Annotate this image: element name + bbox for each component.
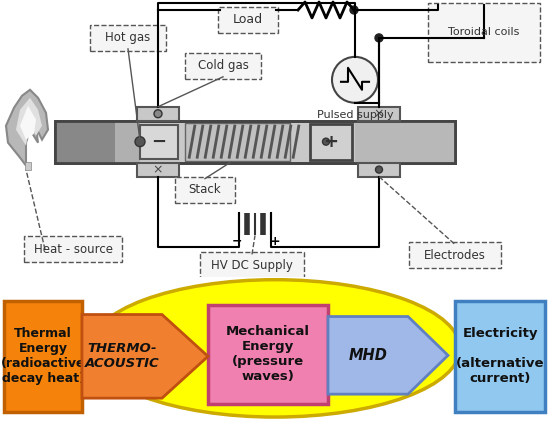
FancyBboxPatch shape [24,237,122,262]
FancyBboxPatch shape [137,107,179,121]
Text: ×: × [374,107,384,120]
FancyBboxPatch shape [25,162,31,169]
Text: Load: Load [233,13,263,27]
FancyBboxPatch shape [200,252,304,278]
Text: Mechanical
Energy
(pressure
waves): Mechanical Energy (pressure waves) [226,326,310,384]
Polygon shape [82,314,208,398]
Text: HV DC Supply: HV DC Supply [211,259,293,272]
FancyBboxPatch shape [409,243,501,268]
Polygon shape [6,90,48,166]
Polygon shape [328,316,448,394]
Text: Electricity

(alternative
current): Electricity (alternative current) [456,327,544,385]
Circle shape [376,166,382,173]
Text: Electrodes: Electrodes [424,249,486,262]
FancyBboxPatch shape [55,121,115,163]
FancyBboxPatch shape [455,301,545,412]
Circle shape [135,137,145,147]
FancyBboxPatch shape [4,301,82,412]
FancyBboxPatch shape [90,25,166,51]
Text: −: − [232,235,242,248]
Circle shape [375,34,383,42]
FancyBboxPatch shape [355,121,455,163]
Text: +: + [323,133,338,150]
Text: Toroidal coils: Toroidal coils [448,27,520,37]
Circle shape [154,110,162,118]
Polygon shape [20,106,36,140]
FancyBboxPatch shape [185,123,290,161]
Text: Hot gas: Hot gas [106,31,151,44]
FancyBboxPatch shape [185,53,261,79]
Text: +: + [270,235,280,248]
FancyBboxPatch shape [218,7,278,33]
Ellipse shape [90,280,460,417]
FancyBboxPatch shape [208,304,328,404]
Text: Heat - source: Heat - source [34,243,113,256]
Text: Thermal
Energy
(radioactive
decay heat): Thermal Energy (radioactive decay heat) [1,327,85,385]
Text: ×: × [153,163,163,176]
FancyBboxPatch shape [115,121,140,163]
Circle shape [322,138,329,145]
Text: THERMO-
ACOUSTIC: THERMO- ACOUSTIC [85,342,160,370]
Circle shape [332,57,378,103]
Polygon shape [16,98,42,146]
Text: Cold gas: Cold gas [197,59,249,72]
FancyBboxPatch shape [358,163,400,177]
Text: Stack: Stack [189,183,221,196]
FancyBboxPatch shape [140,125,178,159]
Text: Pulsed supply: Pulsed supply [317,110,393,120]
FancyBboxPatch shape [137,163,179,177]
Circle shape [350,6,358,14]
Text: −: − [151,133,167,150]
FancyBboxPatch shape [358,107,400,121]
FancyBboxPatch shape [175,177,235,203]
Text: MHD: MHD [349,348,387,363]
FancyBboxPatch shape [310,124,352,160]
FancyBboxPatch shape [55,121,455,163]
FancyBboxPatch shape [428,3,540,62]
